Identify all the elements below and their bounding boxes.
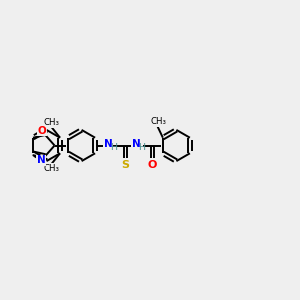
Text: CH₃: CH₃ [43, 118, 59, 127]
Text: S: S [122, 160, 129, 170]
Text: N: N [132, 139, 141, 149]
Text: CH₃: CH₃ [150, 117, 167, 126]
Text: CH₃: CH₃ [43, 164, 59, 173]
Text: H: H [110, 143, 117, 152]
Text: O: O [37, 126, 46, 136]
Text: O: O [148, 160, 157, 170]
Text: N: N [37, 155, 46, 165]
Text: N: N [103, 139, 112, 149]
Text: H: H [138, 143, 145, 152]
